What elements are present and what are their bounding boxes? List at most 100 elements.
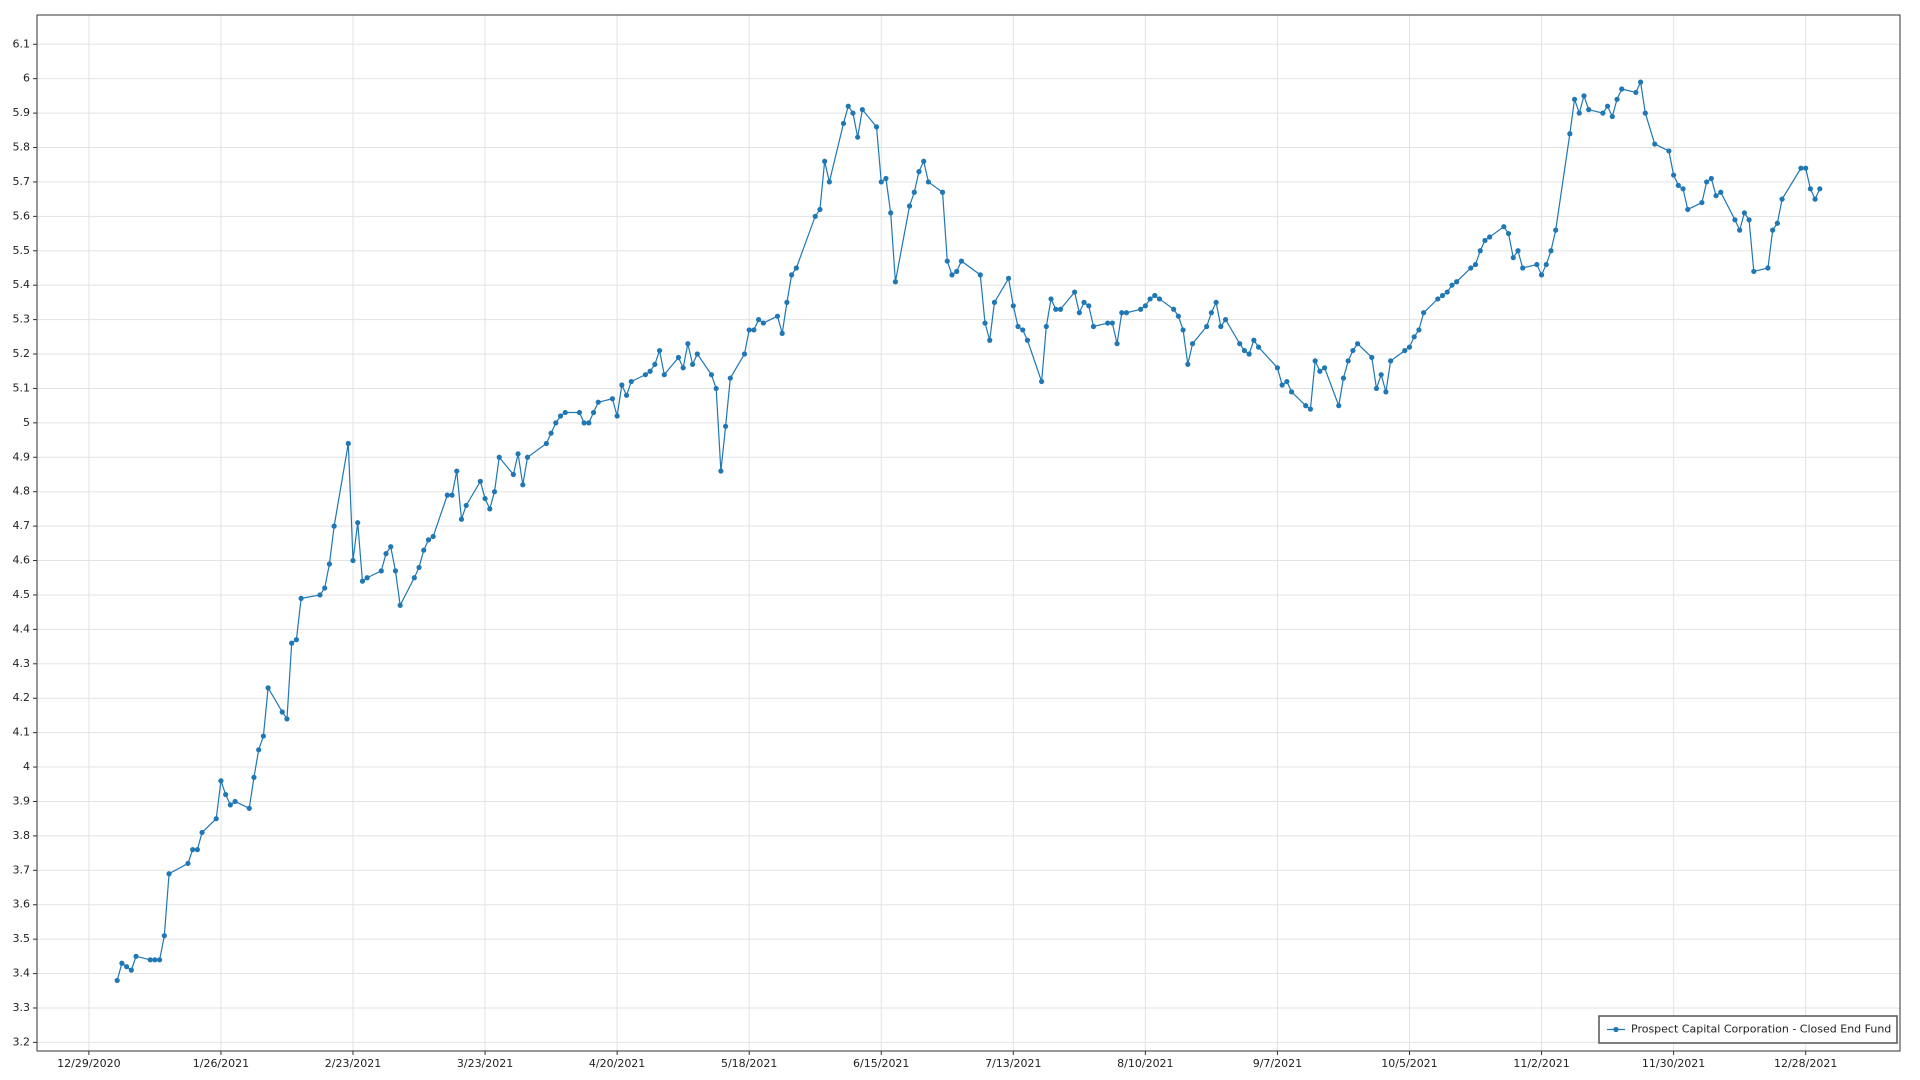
data-point	[1586, 107, 1592, 113]
data-point	[1208, 310, 1214, 316]
data-point	[1388, 358, 1394, 364]
data-point	[331, 523, 337, 529]
data-point	[619, 382, 625, 388]
data-point	[1142, 303, 1148, 309]
data-point	[1251, 337, 1257, 343]
data-point	[1005, 275, 1012, 281]
plot-frame	[36, 14, 1901, 1052]
data-point	[194, 847, 200, 853]
data-point	[1043, 323, 1049, 330]
data-point	[510, 471, 516, 478]
data-point	[1307, 406, 1314, 412]
data-point	[293, 637, 300, 643]
data-point	[317, 592, 323, 598]
y-tick-label: 4.7	[13, 519, 31, 532]
data-point	[1241, 347, 1248, 354]
x-tick-label: 4/20/2021	[589, 1057, 645, 1070]
data-point	[1350, 347, 1356, 354]
y-tick-label: 3.4	[13, 967, 31, 980]
data-point	[185, 860, 191, 867]
data-point	[1010, 303, 1016, 309]
data-point	[1671, 172, 1677, 178]
data-point	[1482, 237, 1488, 244]
y-tick-label: 4.9	[13, 450, 31, 463]
data-point	[906, 203, 913, 209]
data-point	[812, 213, 818, 219]
data-point	[1534, 261, 1540, 268]
data-point	[1604, 103, 1611, 109]
data-point	[1600, 110, 1606, 116]
data-point	[548, 430, 554, 436]
data-point	[1218, 323, 1224, 330]
data-point	[1538, 272, 1545, 278]
data-point	[246, 805, 252, 811]
data-point	[161, 933, 167, 939]
data-point	[1222, 317, 1229, 323]
data-point	[1637, 79, 1644, 85]
data-point	[586, 420, 592, 426]
data-point	[718, 468, 724, 474]
data-point	[1086, 303, 1092, 309]
data-point	[1175, 313, 1181, 319]
data-point	[449, 492, 455, 498]
data-point	[661, 372, 667, 378]
data-point	[652, 361, 658, 367]
data-point	[1751, 268, 1757, 275]
data-point	[1123, 310, 1130, 316]
data-point	[1798, 165, 1804, 171]
data-point	[1279, 382, 1285, 388]
x-tick-label: 11/2/2021	[1513, 1057, 1569, 1070]
data-point	[1543, 261, 1549, 268]
y-tick-label: 5.5	[13, 244, 31, 257]
data-point	[1255, 344, 1262, 350]
data-point	[298, 595, 304, 601]
data-point	[397, 602, 403, 608]
y-tick-label: 6.1	[13, 37, 31, 50]
x-tick-label: 10/5/2021	[1381, 1057, 1437, 1070]
data-point	[482, 495, 488, 502]
data-point	[1369, 354, 1375, 361]
legend-box	[1598, 1015, 1898, 1044]
data-point	[741, 351, 748, 357]
data-point	[1383, 389, 1389, 395]
data-point	[157, 957, 163, 963]
data-point	[756, 317, 762, 323]
data-point	[746, 327, 752, 333]
data-point	[1288, 389, 1295, 395]
y-tick-label: 3.3	[13, 1001, 31, 1014]
data-point	[421, 547, 427, 553]
data-point	[859, 107, 865, 113]
data-point	[458, 516, 465, 522]
data-point	[708, 372, 715, 378]
data-point	[1406, 344, 1413, 350]
data-point	[1109, 320, 1115, 326]
data-point	[680, 365, 686, 371]
data-point	[1180, 327, 1186, 333]
data-point	[628, 378, 634, 385]
data-point	[1435, 296, 1441, 302]
data-point	[779, 330, 785, 336]
data-point	[392, 568, 399, 574]
y-tick-label: 3.2	[13, 1035, 31, 1048]
data-point	[1472, 261, 1479, 268]
data-point	[289, 640, 295, 646]
data-point	[411, 575, 417, 581]
data-point	[840, 120, 847, 127]
y-tick-label: 5.3	[13, 313, 31, 326]
data-point	[1090, 323, 1097, 330]
data-point	[949, 272, 955, 278]
data-point	[883, 175, 889, 182]
data-point	[1449, 282, 1455, 288]
data-point	[1708, 175, 1714, 182]
data-point	[1515, 248, 1521, 254]
data-point	[1402, 347, 1408, 354]
data-point	[685, 341, 691, 347]
x-tick-label: 7/13/2021	[985, 1057, 1041, 1070]
legend-label: Prospect Capital Corporation - Closed En…	[1631, 1023, 1891, 1036]
data-point	[1020, 327, 1026, 333]
data-point	[1119, 310, 1125, 316]
data-point	[265, 685, 271, 691]
y-tick-label: 4	[23, 760, 30, 773]
data-point	[190, 847, 196, 853]
data-point	[1699, 199, 1705, 206]
